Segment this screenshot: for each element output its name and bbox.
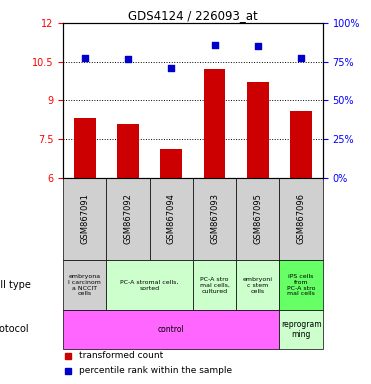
Bar (279, 310, 323, 349)
Point (211, 42, 217, 48)
Bar (106, 260, 193, 310)
Text: PC-A stromal cells,
sorted: PC-A stromal cells, sorted (121, 280, 179, 291)
Text: embryoni
c stem
cells: embryoni c stem cells (243, 277, 273, 293)
Text: GSM867092: GSM867092 (124, 194, 132, 245)
Text: GSM867094: GSM867094 (167, 194, 176, 245)
Point (168, 65, 174, 71)
Bar (150, 178, 193, 260)
Bar (204, 70, 226, 178)
Point (255, 43, 261, 49)
Text: transformed count: transformed count (79, 351, 163, 360)
Bar (106, 178, 150, 260)
Text: cell type: cell type (0, 280, 32, 290)
Text: PC-A stro
mal cells,
cultured: PC-A stro mal cells, cultured (200, 277, 230, 293)
Text: reprogram
ming: reprogram ming (281, 320, 321, 339)
Text: percentile rank within the sample: percentile rank within the sample (79, 366, 232, 375)
Bar (193, 260, 236, 310)
Bar (193, 178, 236, 260)
Point (298, 55, 304, 61)
Text: protocol: protocol (0, 324, 29, 334)
Text: GSM867093: GSM867093 (210, 194, 219, 245)
Bar (161, 149, 182, 178)
Bar (74, 118, 96, 178)
Bar (63, 178, 106, 260)
Text: control: control (158, 325, 185, 334)
Point (82, 55, 88, 61)
Bar (236, 260, 279, 310)
Text: GSM867096: GSM867096 (297, 194, 306, 245)
Bar (63, 260, 106, 310)
Bar (290, 111, 312, 178)
Bar (117, 124, 139, 178)
Bar (279, 260, 323, 310)
Text: iPS cells
from
PC-A stro
mal cells: iPS cells from PC-A stro mal cells (287, 274, 315, 296)
Bar (63, 310, 279, 349)
Point (125, 56, 131, 62)
Bar (247, 82, 269, 178)
Text: GSM867095: GSM867095 (253, 194, 262, 245)
Bar (236, 178, 279, 260)
Text: GSM867091: GSM867091 (80, 194, 89, 245)
Title: GDS4124 / 226093_at: GDS4124 / 226093_at (128, 9, 258, 22)
Bar (279, 178, 323, 260)
Text: embryona
l carcinom
a NCCIT
cells: embryona l carcinom a NCCIT cells (68, 274, 101, 296)
